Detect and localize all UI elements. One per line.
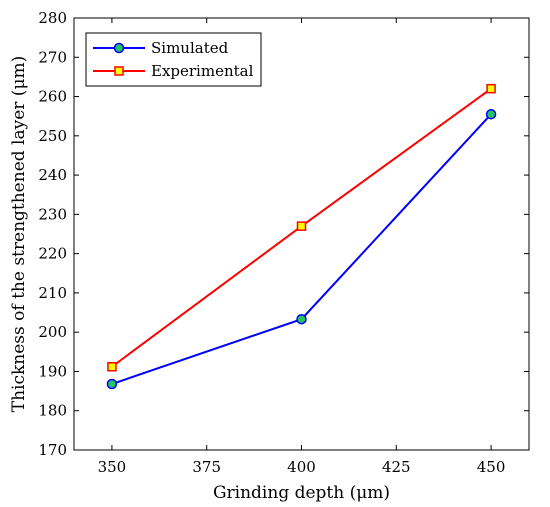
y-tick-label: 260 — [38, 88, 67, 106]
legend-label-simulated: Simulated — [151, 39, 229, 57]
x-tick-label: 400 — [287, 458, 316, 476]
legend-box — [85, 32, 262, 87]
y-tick-label: 240 — [38, 166, 67, 184]
x-tick-label: 425 — [382, 458, 411, 476]
y-tick-label: 280 — [38, 9, 67, 27]
y-tick-label: 250 — [38, 127, 67, 145]
plot-area — [74, 18, 529, 450]
data-point-experimental — [486, 83, 496, 94]
x-tick-label: 350 — [98, 458, 127, 476]
series-layer — [106, 83, 497, 390]
x-axis-ticks: 350 375 400 425 450 — [98, 18, 506, 476]
legend: Simulated Experimental — [85, 32, 262, 87]
data-point-simulated — [485, 108, 497, 120]
y-axis-ticks: 170 180 190 200 210 220 230 240 250 260 270 280 — [38, 9, 529, 459]
y-tick-label: 180 — [38, 402, 67, 420]
legend-marker-simulated — [113, 42, 125, 54]
x-axis-label: Grinding depth (μm) — [213, 483, 390, 503]
y-tick-label: 200 — [38, 323, 67, 341]
plot-frame — [73, 17, 530, 451]
legend-label-experimental: Experimental — [151, 62, 254, 80]
data-point-experimental — [296, 221, 307, 231]
x-tick-label: 375 — [192, 458, 221, 476]
y-tick-label: 270 — [38, 48, 67, 66]
data-point-simulated — [296, 313, 307, 325]
data-point-simulated — [106, 378, 118, 390]
y-tick-label: 210 — [38, 284, 67, 302]
data-point-experimental — [107, 361, 117, 372]
y-tick-label: 190 — [38, 362, 67, 380]
y-axis-label: Thickness of the strengthened layer (μm) — [9, 56, 29, 413]
y-tick-label: 220 — [38, 245, 67, 263]
legend-marker-experimental — [114, 66, 124, 76]
y-tick-label: 170 — [38, 441, 67, 459]
y-tick-label: 230 — [38, 205, 67, 223]
x-tick-label: 450 — [477, 458, 506, 476]
